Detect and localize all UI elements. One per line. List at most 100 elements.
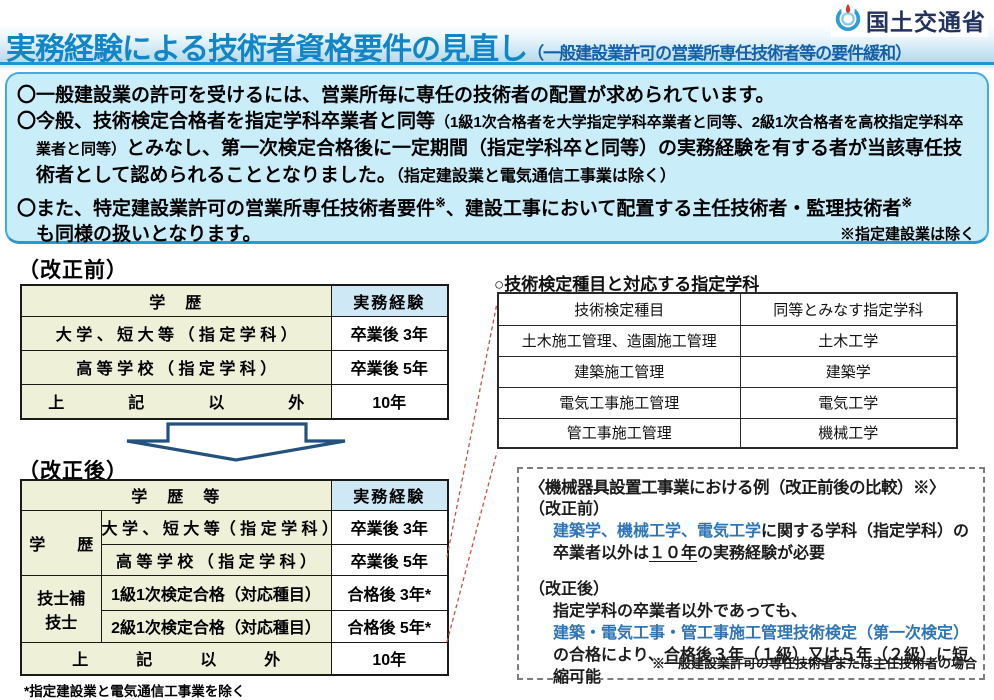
example-box: 〈機械器具設置工事業における例（改正前後の比較）※〉 （改正前） 建築学、機械工… bbox=[517, 467, 985, 686]
table-row: 土木施工管理、造園施工管理 土木工学 bbox=[497, 324, 958, 357]
before-table: 学 歴 実務経験 大 学 、 短 大 等 （ 指 定 学 科 ） 卒業後 3年 … bbox=[20, 284, 449, 420]
table-cell: 卒業後 5年 bbox=[330, 349, 449, 385]
section-label-before: （改正前） bbox=[18, 259, 128, 282]
mapping-header-row: 技術検定種目 同等とみなす指定学科 bbox=[497, 292, 958, 326]
page-subtitle: （一般建設業許可の営業所専任技術者等の要件緩和） bbox=[527, 44, 912, 63]
gishi-label-line1: 技士補 bbox=[37, 590, 86, 608]
mapping-table-title: ○技術検定種目と対応する指定学科 bbox=[494, 275, 760, 294]
intro-p3-main3: も同様の扱いとなります。 bbox=[36, 224, 262, 246]
intro-p3-refmark-2: ※ bbox=[901, 195, 913, 210]
header-fade bbox=[0, 65, 994, 71]
mlit-logo-icon bbox=[833, 2, 863, 37]
example-spacer bbox=[529, 565, 973, 579]
header-band bbox=[0, 0, 994, 65]
table-cell: 1級1次検定合格（対応種目） bbox=[100, 574, 332, 611]
table-row: 高 等 学 校 （ 指 定 学 科 ） 卒業後 5年 bbox=[20, 349, 449, 385]
table-cell: 高 等 学 校 （ 指 定 学 科 ） bbox=[20, 349, 332, 385]
table-row: 電気工事施工管理 電気工学 bbox=[497, 386, 958, 419]
table-cell: 10年 bbox=[330, 383, 449, 420]
table-cell: 高 等 学 校 （ 指 定 学 科 ） bbox=[100, 543, 332, 576]
example-title: 〈機械器具設置工事業における例（改正前後の比較）※〉 bbox=[529, 479, 946, 497]
after-table-header-row: 学 歴 等 実務経験 bbox=[20, 479, 449, 511]
intro-p1-text: 〇一般建設業の許可を受けるには、営業所毎に専任の技術者の配置が求められています。 bbox=[17, 85, 775, 106]
header-cell-shumoku: 技術検定種目 bbox=[497, 292, 741, 326]
mapping-table: 技術検定種目 同等とみなす指定学科 土木施工管理、造園施工管理 土木工学 建築施… bbox=[497, 292, 958, 449]
mlit-logo-text: 国土交通省 bbox=[866, 8, 986, 35]
table-cell: 大 学 、 短 大 等（ 指 定 学 科 ） bbox=[100, 509, 332, 545]
rowgroup-label-gakureki: 学 歴 bbox=[20, 509, 102, 576]
down-arrow-icon bbox=[122, 421, 350, 463]
header-cell-gakureki-tou: 学 歴 等 bbox=[20, 479, 332, 511]
before-table-header-row: 学 歴 実務経験 bbox=[20, 284, 449, 317]
example-after-line3: の合格により、合格後３年（１級）又は５年（２級）に短縮可能 bbox=[529, 645, 973, 689]
intro-p3-main2: 、建設工事において配置する主任技術者・監理技術者 bbox=[445, 198, 902, 220]
table-cell: 合格後 3年* bbox=[330, 574, 449, 611]
table-row: 2級1次検定合格（対応種目） 合格後 5年* bbox=[21, 609, 449, 643]
intro-right-note: ※指定建設業は除く bbox=[839, 226, 975, 244]
header-cell-gakureki: 学 歴 bbox=[20, 284, 332, 317]
table-cell: 管工事施工管理 bbox=[497, 417, 741, 449]
example-before-rest2: の実務経験が必要 bbox=[697, 545, 826, 562]
table-row: 建築施工管理 建築学 bbox=[497, 355, 958, 388]
intro-paragraph-3: 〇また、特定建設業許可の営業所専任技術者要件※、建設工事において配置する主任技術… bbox=[17, 190, 975, 248]
example-before-line2: 卒業者以外は１０年の実務経験が必要 bbox=[529, 543, 973, 565]
intro-p2-paren: （指定建設業と電気通信工事業は除く） bbox=[395, 168, 676, 185]
table-cell: 合格後 5年* bbox=[330, 609, 449, 643]
intro-p2-main2: とみなし、第一次検定合格後に一定期間（指定学科卒と同等）の実務経験を有する者が当… bbox=[36, 138, 963, 186]
table-cell: 卒業後 3年 bbox=[330, 315, 449, 351]
section-label-after: （改正後） bbox=[18, 460, 128, 483]
table-cell: 機械工学 bbox=[739, 417, 958, 449]
intro-p2-small: （1級1次合格者を大学指定学科卒業者と同等、2級1次合格者を高校指定学科卒業者と… bbox=[36, 114, 964, 158]
example-after-label: （改正後） bbox=[529, 581, 610, 598]
table-cell: 2級1次検定合格（対応種目） bbox=[100, 609, 332, 643]
table-cell: 建築施工管理 bbox=[497, 355, 741, 388]
example-footnote: ※一般建設業許可の専任技術者または主任技術者の場合 bbox=[651, 656, 977, 671]
intro-paragraph-2: 〇今般、技術検定合格者を指定学科卒業者と同等（1級1次合格者を大学指定学科卒業者… bbox=[17, 109, 975, 190]
table-cell: 土木工学 bbox=[739, 324, 958, 357]
example-before-label: （改正前） bbox=[529, 501, 610, 518]
intro-box: 〇一般建設業の許可を受けるには、営業所毎に専任の技術者の配置が求められています。… bbox=[5, 72, 989, 245]
connector-line-top bbox=[446, 302, 498, 558]
example-after-underline: 合格後３年（１級）又は５年（２級） bbox=[664, 647, 937, 664]
table-cell: 卒業後 5年 bbox=[330, 543, 449, 576]
table-cell: 電気工事施工管理 bbox=[497, 386, 741, 419]
example-before-blue: 建築学、機械工学、電気工学 bbox=[553, 523, 762, 540]
table-cell: 大 学 、 短 大 等 （ 指 定 学 科 ） bbox=[20, 315, 332, 351]
intro-p2-main1: 〇今般、技術検定合格者を指定学科卒業者と同等 bbox=[17, 111, 436, 132]
table-row: 技士補 技士 1級1次検定合格（対応種目） 合格後 3年* bbox=[20, 574, 449, 643]
example-before-underline: １０年 bbox=[649, 545, 698, 562]
table-cell: 上 記 以 外 bbox=[20, 383, 332, 420]
table-cell: 卒業後 3年 bbox=[330, 509, 449, 545]
example-after-pre: の合格により、 bbox=[553, 647, 665, 664]
intro-p3-refmark-1: ※ bbox=[435, 195, 446, 210]
header-cell-gakka: 同等とみなす指定学科 bbox=[739, 292, 958, 326]
table-cell: 上 記 以 外 bbox=[20, 641, 332, 676]
table-cell: 建築学 bbox=[739, 355, 958, 388]
header-cell-jitsumu: 実務経験 bbox=[330, 284, 449, 317]
mlit-logo: 国土交通省 bbox=[831, 2, 988, 37]
table-row: 大 学 、 短 大 等 （ 指 定 学 科 ） 卒業後 3年 bbox=[20, 315, 449, 351]
header-cell-jitsumu: 実務経験 bbox=[330, 479, 449, 511]
page-title-row: 実務経験による技術者資格要件の見直し（一般建設業許可の営業所専任技術者等の要件緩… bbox=[6, 24, 912, 68]
intro-p3-main1: 〇また、特定建設業許可の営業所専任技術者要件 bbox=[17, 198, 436, 220]
table-row: 上 記 以 外 10年 bbox=[20, 383, 449, 420]
page-title: 実務経験による技術者資格要件の見直し bbox=[6, 33, 528, 66]
example-after-rest: に短縮可能 bbox=[553, 647, 969, 686]
table-cell: 10年 bbox=[330, 641, 449, 676]
rowgroup-label-gishi: 技士補 技士 bbox=[20, 574, 102, 643]
table-cell: 電気工学 bbox=[739, 386, 958, 419]
table-row: 上 記 以 外 10年 bbox=[20, 641, 449, 676]
table-cell: 土木施工管理、造園施工管理 bbox=[497, 324, 741, 357]
after-table-footnote: *指定建設業と電気通信工事業を除く bbox=[24, 684, 246, 699]
connector-line-bottom bbox=[446, 451, 498, 643]
example-after-line1: 指定学科の卒業者以外であっても、 bbox=[553, 603, 807, 620]
intro-paragraph-1: 〇一般建設業の許可を受けるには、営業所毎に専任の技術者の配置が求められています。 bbox=[17, 83, 975, 109]
table-row: 管工事施工管理 機械工学 bbox=[497, 417, 958, 449]
after-table: 学 歴 等 実務経験 学 歴 大 学 、 短 大 等（ 指 定 学 科 ） 卒業… bbox=[20, 479, 450, 676]
example-before-pre: 卒業者以外は bbox=[553, 545, 650, 562]
example-after-line2: 建築・電気工事・管工事施工管理技術検定（第一次検定） bbox=[553, 625, 970, 642]
table-row: 学 歴 大 学 、 短 大 等（ 指 定 学 科 ） 卒業後 3年 bbox=[20, 509, 449, 576]
gishi-label-line2: 技士 bbox=[45, 614, 78, 632]
example-before-line1: 建築学、機械工学、電気工学に関する学科（指定学科）の bbox=[529, 521, 973, 543]
